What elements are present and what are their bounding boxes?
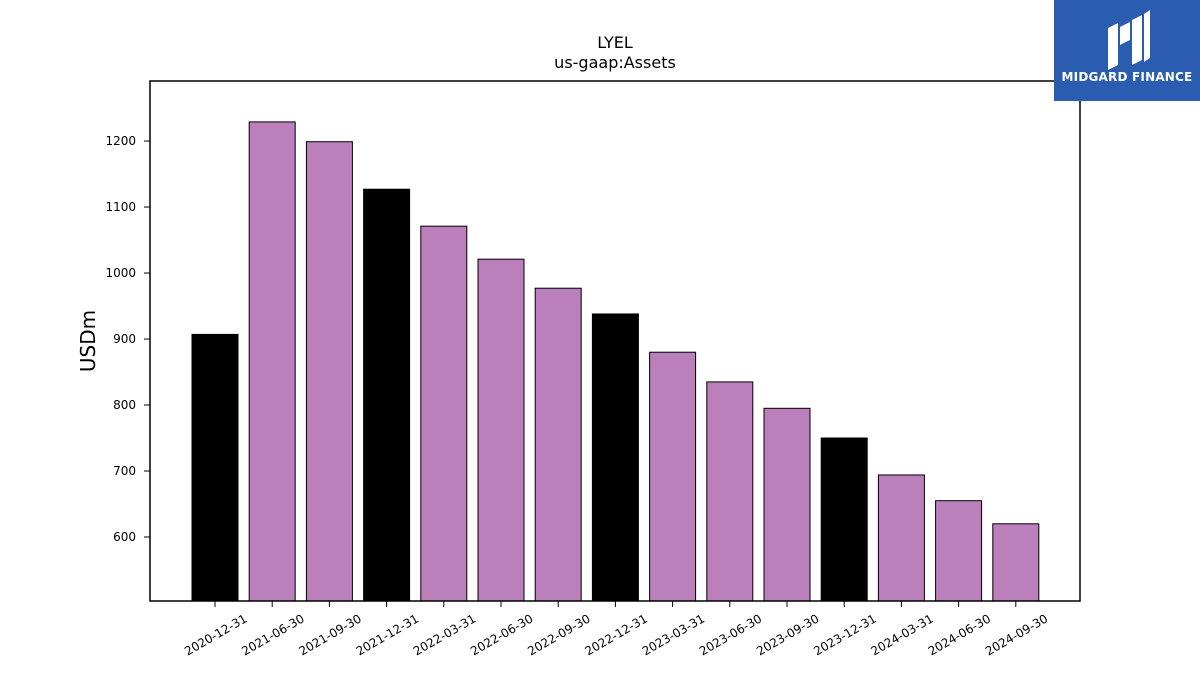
bar-2023-12-31 xyxy=(820,437,868,602)
bar-2023-09-30 xyxy=(763,407,811,602)
x-tick-label: 2023-09-30 xyxy=(754,611,821,658)
x-tick-label: 2023-06-30 xyxy=(697,611,764,658)
x-tick-label: 2020-12-31 xyxy=(182,611,249,658)
bar-2023-06-30 xyxy=(706,381,754,602)
y-axis-ticks: 600 700 800 900 1000 1100 1200 xyxy=(105,134,150,544)
x-tick-label: 2022-03-31 xyxy=(411,611,478,658)
bar-2021-09-30 xyxy=(305,141,353,602)
chart-subtitle: us-gaap:Assets xyxy=(554,53,676,72)
bar-2021-12-31 xyxy=(363,188,411,602)
x-tick-label: 2021-06-30 xyxy=(239,611,306,658)
bar-2022-09-30 xyxy=(534,287,582,602)
plot-frame xyxy=(149,80,1081,602)
bar-2023-03-31 xyxy=(649,351,697,602)
bar-2022-06-30 xyxy=(477,258,525,602)
bars-layer xyxy=(191,121,1040,602)
y-tick-label: 1200 xyxy=(105,134,136,148)
y-tick-label: 600 xyxy=(113,530,136,544)
y-tick-label: 900 xyxy=(113,332,136,346)
bar-2021-06-30 xyxy=(248,121,296,602)
x-tick-label: 2024-09-30 xyxy=(983,611,1050,658)
bar-2024-06-30 xyxy=(935,500,983,602)
midgard-finance-logo: MIDGARD FINANCE xyxy=(1054,0,1200,101)
y-tick-label: 800 xyxy=(113,398,136,412)
y-tick-label: 700 xyxy=(113,464,136,478)
x-tick-label: 2024-06-30 xyxy=(926,611,993,658)
x-tick-label: 2023-03-31 xyxy=(640,611,707,658)
x-axis-ticks: 2020-12-312021-06-302021-09-302021-12-31… xyxy=(182,601,1050,658)
bar-2020-12-31 xyxy=(191,333,239,602)
y-tick-label: 1000 xyxy=(105,266,136,280)
y-tick-label: 1100 xyxy=(105,200,136,214)
x-tick-label: 2023-12-31 xyxy=(811,611,878,658)
x-tick-label: 2022-09-30 xyxy=(525,611,592,658)
bar-2022-03-31 xyxy=(420,225,468,602)
x-tick-label: 2022-12-31 xyxy=(582,611,649,658)
logo-mark-icon xyxy=(1108,10,1150,70)
x-tick-label: 2024-03-31 xyxy=(868,611,935,658)
bar-2024-09-30 xyxy=(992,523,1040,602)
chart-title: LYEL xyxy=(597,33,633,52)
x-tick-label: 2022-06-30 xyxy=(468,611,535,658)
y-axis-label: USDm xyxy=(76,310,100,372)
x-tick-label: 2021-12-31 xyxy=(354,611,421,658)
x-tick-label: 2021-09-30 xyxy=(296,611,363,658)
bar-2024-03-31 xyxy=(877,474,925,602)
logo-text: MIDGARD FINANCE xyxy=(1061,70,1193,84)
bar-2022-12-31 xyxy=(591,313,639,602)
